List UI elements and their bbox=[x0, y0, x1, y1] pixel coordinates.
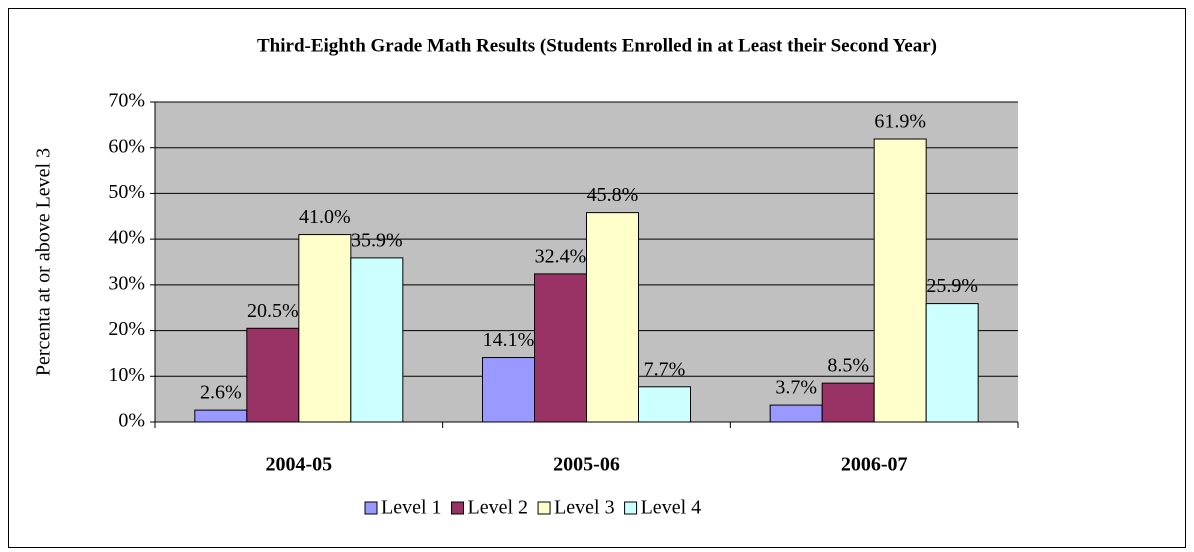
value-label: 2.6% bbox=[200, 382, 242, 404]
value-label: 14.1% bbox=[483, 329, 535, 351]
value-label: 3.7% bbox=[775, 377, 817, 399]
legend-swatch bbox=[451, 501, 465, 515]
bar bbox=[586, 212, 639, 423]
x-tick-label: 2004-05 bbox=[265, 454, 332, 476]
legend-label: Level 3 bbox=[554, 497, 615, 519]
y-tick-label: 60% bbox=[108, 135, 145, 157]
x-tick-label: 2005-06 bbox=[553, 454, 620, 476]
bar bbox=[298, 234, 352, 423]
value-label: 20.5% bbox=[247, 300, 299, 322]
legend-label: Level 2 bbox=[468, 497, 529, 519]
value-label: 61.9% bbox=[874, 111, 926, 133]
legend-swatch bbox=[364, 501, 378, 515]
legend-label: Level 1 bbox=[381, 497, 442, 519]
value-label: 45.8% bbox=[587, 184, 639, 206]
y-axis-label: Percenta at or above Level 3 bbox=[33, 148, 55, 376]
y-tick-label: 50% bbox=[108, 181, 145, 203]
bar bbox=[925, 303, 979, 423]
y-tick-label: 0% bbox=[118, 410, 145, 432]
bar bbox=[350, 257, 404, 423]
value-label: 7.7% bbox=[644, 358, 686, 380]
bar bbox=[534, 273, 587, 423]
bar bbox=[873, 138, 927, 423]
legend-swatch bbox=[537, 501, 551, 515]
y-tick-label: 40% bbox=[108, 227, 145, 249]
value-label: 25.9% bbox=[926, 275, 978, 297]
bar bbox=[246, 327, 300, 423]
value-label: 41.0% bbox=[299, 206, 351, 228]
x-tick-label: 2006-07 bbox=[841, 454, 908, 476]
bar bbox=[194, 409, 248, 423]
value-label: 8.5% bbox=[827, 355, 869, 377]
bar bbox=[769, 404, 823, 423]
bar bbox=[482, 357, 535, 423]
y-tick-label: 30% bbox=[108, 272, 145, 294]
value-label: 32.4% bbox=[535, 245, 587, 267]
bar bbox=[821, 382, 875, 423]
y-tick-label: 20% bbox=[108, 318, 145, 340]
value-label: 35.9% bbox=[351, 229, 403, 251]
legend-label: Level 4 bbox=[641, 497, 702, 519]
chart-title: Third-Eighth Grade Math Results (Student… bbox=[257, 35, 937, 56]
y-tick-label: 70% bbox=[108, 90, 145, 112]
legend-swatch bbox=[624, 501, 638, 515]
bar bbox=[638, 386, 691, 423]
y-tick-label: 10% bbox=[108, 364, 145, 386]
